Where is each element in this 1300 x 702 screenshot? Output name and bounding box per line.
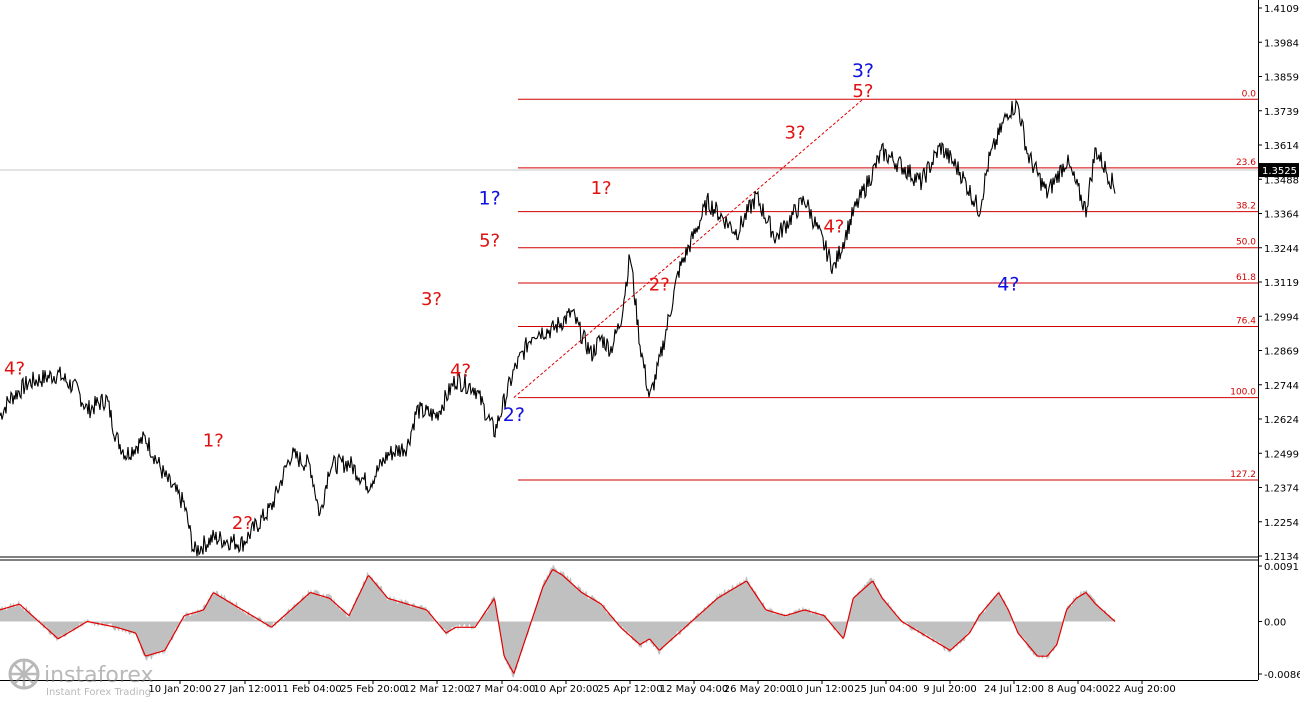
- price-line: [0, 99, 1116, 557]
- x-tick-label: 9 Jul 20:00: [923, 684, 977, 695]
- price-series: [0, 99, 1116, 557]
- y-tick-label: 1.2499: [1264, 449, 1299, 460]
- y-tick-label: 1.3984: [1264, 38, 1299, 49]
- wave-label: 1?: [591, 178, 612, 199]
- fib-level-label: 76.4: [1236, 317, 1256, 327]
- current-price-label: 1.3525: [1262, 166, 1297, 177]
- wave-label: 2?: [649, 275, 670, 296]
- brand-name: instaforex: [44, 663, 154, 688]
- wave-label: 3?: [852, 60, 874, 82]
- oscillator-histogram: [0, 564, 1115, 678]
- x-tick-label: 25 Jun 04:00: [854, 684, 918, 695]
- x-tick-label: 10 Jun 12:00: [790, 684, 854, 695]
- y-tick-label: 1.3364: [1264, 210, 1299, 221]
- osc-y-tick-label: 0.00: [1264, 617, 1286, 628]
- wave-labels: 4?1?2?3?4?1?5?2?1?2?3?4?3?5?4?: [4, 60, 1019, 534]
- fib-level-label: 100.0: [1230, 388, 1256, 398]
- y-tick-label: 1.4109: [1264, 4, 1299, 15]
- wave-label: 2?: [503, 404, 525, 426]
- x-tick-label: 26 May 20:00: [724, 684, 793, 695]
- y-tick-label: 1.2134: [1264, 552, 1299, 563]
- wave-label: 1?: [479, 187, 501, 209]
- osc-y-tick-label: 0.0091: [1264, 562, 1299, 573]
- y-tick-label: 1.2254: [1264, 518, 1299, 529]
- fib-level-label: 61.8: [1236, 273, 1256, 283]
- wave-label: 4?: [4, 358, 25, 379]
- fib-level-label: 23.6: [1236, 158, 1256, 168]
- y-tick-label: 1.3488: [1264, 175, 1299, 186]
- x-tick-label: 8 Aug 04:00: [1047, 684, 1108, 695]
- y-tick-label: 1.3119: [1264, 278, 1299, 289]
- y-tick-label: 1.3859: [1264, 73, 1299, 84]
- x-tick-label: 12 May 04:00: [660, 684, 729, 695]
- osc-y-tick-label: -0.00862: [1264, 670, 1300, 681]
- y-tick-label: 1.2869: [1264, 347, 1299, 358]
- x-tick-label: 12 Mar 12:00: [404, 684, 471, 695]
- x-tick-label: 27 Jan 12:00: [213, 684, 276, 695]
- trend-line: [513, 98, 864, 398]
- fib-level-label: 38.2: [1236, 202, 1256, 212]
- x-tick-label: 11 Feb 04:00: [276, 684, 342, 695]
- fib-level-label: 127.2: [1230, 470, 1256, 480]
- current-price-tag: [1259, 163, 1299, 178]
- wave-label: 4?: [823, 216, 844, 237]
- wave-label: 2?: [232, 513, 253, 534]
- wave-label: 5?: [479, 231, 500, 252]
- oscillator-panel: [0, 564, 1116, 678]
- y-tick-label: 1.3739: [1264, 107, 1299, 118]
- y-tick-label: 1.3614: [1264, 141, 1299, 152]
- x-tick-label: 22 Aug 20:00: [1108, 684, 1175, 695]
- fib-level-label: 0.0: [1242, 89, 1257, 99]
- x-tick-label: 10 Jan 20:00: [148, 684, 211, 695]
- y-tick-label: 1.2624: [1264, 415, 1299, 426]
- wave-label: 4?: [450, 361, 471, 382]
- wave-label: 3?: [421, 289, 442, 310]
- y-tick-label: 1.2994: [1264, 312, 1299, 323]
- wave-label: 3?: [785, 122, 806, 143]
- oscillator-signal-line: [0, 568, 1116, 675]
- instaforex-logo: instaforex Instant Forex Trading: [4, 654, 180, 698]
- x-tick-label: 25 Feb 20:00: [340, 684, 406, 695]
- fib-level-label: 50.0: [1236, 238, 1256, 248]
- wave-trend-line: [513, 98, 864, 398]
- x-tick-label: 10 Apr 20:00: [533, 684, 598, 695]
- x-tick-label: 27 Mar 04:00: [469, 684, 536, 695]
- wave-label: 4?: [997, 274, 1019, 296]
- fibonacci-levels: 0.0 23.6 38.2 50.0 61.8 76.4 100.0 127.2: [518, 89, 1258, 481]
- wave-label: 5?: [852, 81, 873, 102]
- x-tick-label: 24 Jul 12:00: [984, 684, 1044, 695]
- brand-tagline: Instant Forex Trading: [46, 687, 151, 698]
- wave-label: 1?: [203, 430, 224, 451]
- y-tick-label: 1.2374: [1264, 484, 1299, 495]
- x-tick-label: 25 Apr 12:00: [597, 684, 662, 695]
- y-tick-label: 1.2744: [1264, 381, 1299, 392]
- y-tick-label: 1.3244: [1264, 244, 1299, 255]
